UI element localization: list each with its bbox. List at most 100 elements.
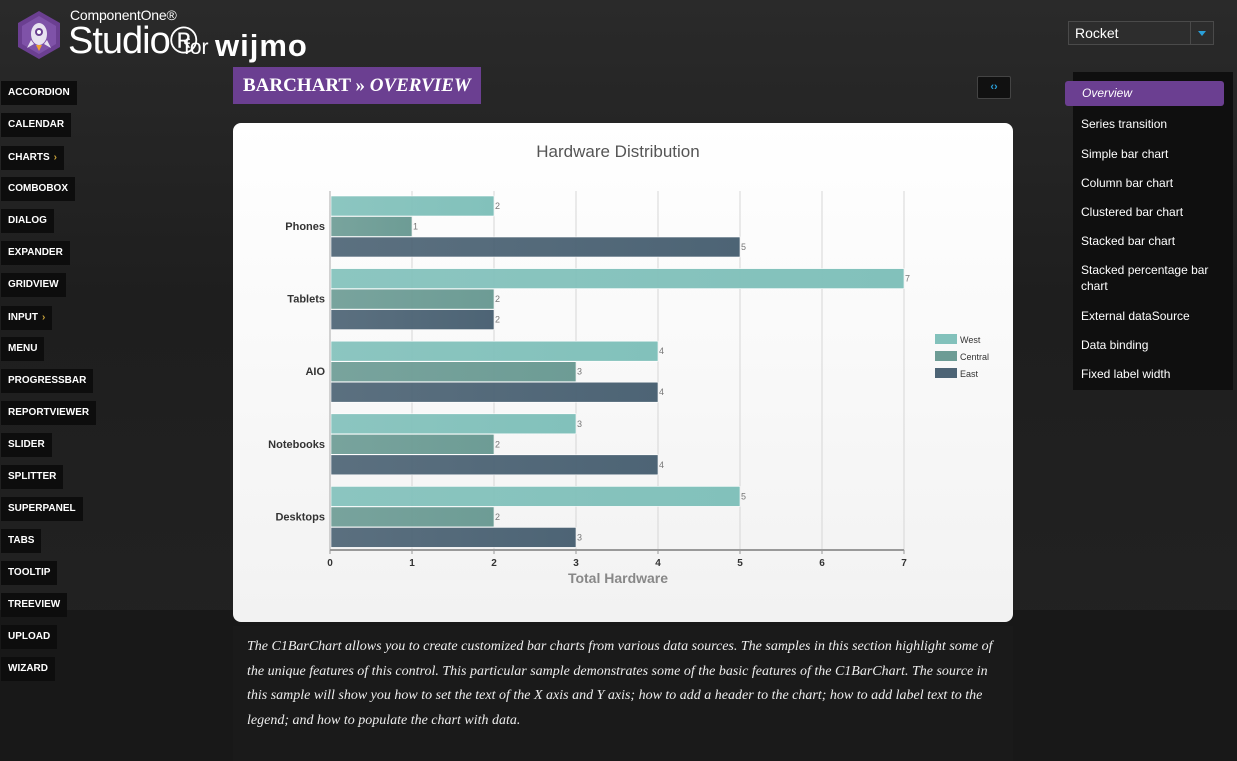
data-label: 2	[495, 439, 500, 449]
nav-item-label: CALENDAR	[8, 119, 65, 130]
data-label: 2	[495, 201, 500, 211]
bar-east	[330, 381, 659, 403]
nav-item-accordion[interactable]: ACCORDION	[1, 81, 77, 105]
x-tick-label: 7	[901, 558, 907, 569]
y-tick-label: Desktops	[275, 511, 325, 523]
sample-nav-item[interactable]: Fixed label width	[1081, 367, 1171, 381]
nav-item-charts[interactable]: CHARTS ›	[1, 146, 65, 170]
x-tick-label: 3	[573, 558, 579, 569]
bar-west	[330, 413, 577, 435]
data-label: 4	[659, 460, 664, 470]
nav-item-label: TOOLTIP	[8, 567, 51, 578]
sample-nav-item-active[interactable]: Overview	[1065, 81, 1224, 106]
nav-item-label: WIZARD	[8, 663, 48, 674]
nav-item-label: TREEVIEW	[8, 599, 61, 610]
logo-componentone-text: ComponentOne®	[70, 7, 177, 23]
nav-item-label: SUPERPANEL	[8, 503, 76, 514]
data-label: 4	[659, 346, 664, 356]
legend-label: East	[960, 369, 979, 379]
chevron-right-icon: ›	[53, 152, 58, 163]
code-icon: ‹›	[990, 81, 998, 93]
x-tick-label: 0	[327, 558, 333, 569]
sample-nav-item[interactable]: Clustered bar chart	[1081, 205, 1184, 219]
nav-item-slider[interactable]: SLIDER	[1, 433, 52, 457]
view-source-button[interactable]: ‹›	[977, 76, 1011, 99]
x-tick-label: 1	[409, 558, 415, 569]
theme-select[interactable]: Rocket	[1068, 21, 1214, 45]
bar-east	[330, 454, 659, 476]
sample-nav-item[interactable]: Simple bar chart	[1081, 147, 1169, 161]
logo-for-text: for	[184, 36, 209, 59]
sample-nav-item[interactable]: Stacked percentage bar chart	[1081, 263, 1209, 293]
nav-item-label: SPLITTER	[8, 471, 57, 482]
nav-item-combobox[interactable]: COMBOBOX	[1, 177, 75, 201]
nav-item-label: EXPANDER	[8, 247, 63, 258]
data-label: 2	[495, 512, 500, 522]
bar-west	[330, 195, 495, 217]
data-label: 4	[659, 387, 664, 397]
sample-nav-item[interactable]: Column bar chart	[1081, 176, 1174, 190]
data-label: 2	[495, 294, 500, 304]
y-tick-label: AIO	[305, 366, 325, 378]
bar-west	[330, 340, 659, 362]
data-label: 5	[741, 491, 746, 501]
chevron-down-icon[interactable]	[1190, 22, 1213, 44]
nav-item-tooltip[interactable]: TOOLTIP	[1, 561, 58, 585]
sample-nav-item[interactable]: External dataSource	[1081, 309, 1190, 323]
bar-west	[330, 486, 741, 507]
rocket-mascot-icon	[18, 11, 60, 59]
nav-item-calendar[interactable]: CALENDAR	[1, 113, 72, 137]
bar-east	[330, 309, 495, 330]
nav-item-wizard[interactable]: WIZARD	[1, 657, 55, 681]
page-title-page: OVERVIEW	[369, 75, 471, 96]
y-tick-label: Notebooks	[268, 439, 325, 451]
nav-item-progressbar[interactable]: PROGRESSBAR	[1, 369, 94, 393]
chart-title: Hardware Distribution	[536, 142, 699, 161]
sample-nav-item[interactable]: Data binding	[1081, 338, 1149, 352]
data-label: 7	[905, 274, 910, 284]
page-title-section: BARCHART	[243, 75, 351, 96]
nav-item-label: ACCORDION	[8, 87, 70, 98]
breadcrumb-separator: »	[350, 75, 370, 96]
sample-nav-item[interactable]: Series transition	[1081, 117, 1168, 131]
bar-central	[330, 506, 495, 528]
data-label: 2	[495, 315, 500, 325]
studio-for-wijmo-logo[interactable]: ComponentOne® Studio® for wijmo	[14, 6, 334, 66]
chart-panel: Hardware Distribution Total Hardware 0 1 2…	[233, 123, 1013, 622]
nav-item-dialog[interactable]: DIALOG	[1, 209, 54, 233]
bar-central	[330, 433, 495, 455]
nav-item-tabs[interactable]: TABS	[1, 529, 42, 553]
logo-studio-text: Studio®	[68, 20, 198, 62]
bar-east	[330, 527, 577, 548]
nav-item-treeview[interactable]: TREEVIEW	[1, 593, 68, 617]
chevron-right-icon: ›	[42, 312, 46, 323]
nav-item-menu[interactable]: MENU	[1, 337, 45, 361]
nav-item-superpanel[interactable]: SUPERPANEL	[1, 497, 83, 521]
sample-nav-item[interactable]: Stacked bar chart	[1081, 234, 1176, 248]
bar-chart: Hardware Distribution Total Hardware 0 1 2…	[268, 142, 989, 586]
bar-east	[330, 236, 741, 258]
nav-item-input[interactable]: INPUT ›	[1, 306, 53, 330]
data-label: 1	[413, 222, 418, 232]
nav-item-label: DIALOG	[8, 215, 47, 226]
legend-swatch	[935, 368, 957, 378]
x-tick-label: 4	[655, 558, 661, 569]
nav-item-label: GRIDVIEW	[8, 279, 59, 290]
y-tick-label: Tablets	[287, 294, 325, 306]
nav-item-splitter[interactable]: SPLITTER	[1, 465, 64, 489]
data-label: 3	[577, 532, 582, 542]
data-label: 3	[577, 367, 582, 377]
nav-item-expander[interactable]: EXPANDER	[1, 241, 70, 265]
nav-item-label: PROGRESSBAR	[8, 375, 87, 386]
nav-item-gridview[interactable]: GRIDVIEW	[1, 273, 66, 297]
nav-item-reportviewer[interactable]: REPORTVIEWER	[1, 401, 97, 425]
legend-swatch	[935, 351, 957, 361]
theme-select-value: Rocket	[1075, 25, 1119, 41]
nav-item-label: CHARTS	[8, 152, 50, 163]
nav-item-label: REPORTVIEWER	[8, 407, 90, 418]
nav-item-label: MENU	[8, 343, 38, 354]
nav-item-label: INPUT	[8, 312, 38, 323]
legend-label: West	[960, 335, 981, 345]
x-tick-label: 5	[737, 558, 743, 569]
nav-item-upload[interactable]: UPLOAD	[1, 625, 58, 649]
